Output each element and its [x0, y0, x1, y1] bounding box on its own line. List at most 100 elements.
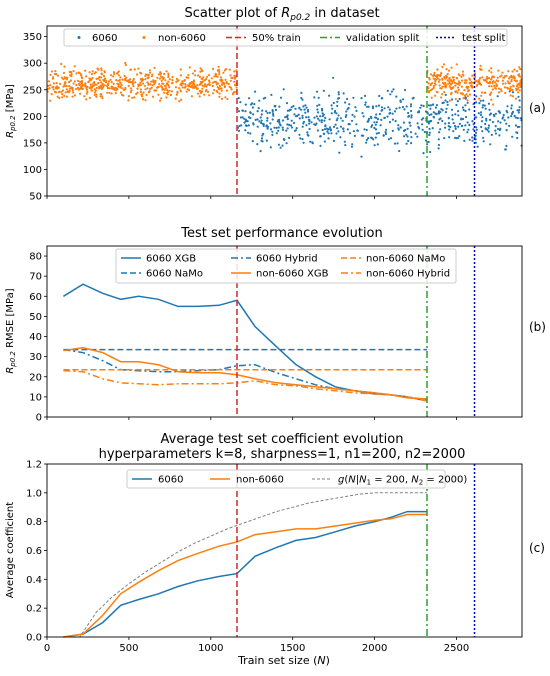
scatter-point [495, 83, 498, 86]
scatter-point [517, 111, 520, 114]
scatter-point [336, 117, 339, 120]
scatter-point [109, 78, 112, 81]
scatter-point [126, 79, 129, 82]
scatter-point [302, 122, 305, 125]
scatter-point [294, 107, 297, 110]
scatter-point [248, 97, 251, 100]
scatter-point [398, 106, 401, 109]
scatter-point [166, 91, 169, 94]
scatter-point [208, 94, 211, 97]
scatter-point [147, 82, 150, 85]
scatter-point [70, 75, 73, 78]
scatter-point [422, 117, 425, 120]
series-line [63, 510, 427, 638]
scatter-point [137, 67, 140, 70]
scatter-point [183, 86, 186, 89]
scatter-point [492, 75, 495, 79]
scatter-point [490, 98, 493, 101]
scatter-point [388, 108, 391, 111]
scatter-point [277, 129, 280, 132]
scatter-point [139, 90, 142, 94]
scatter-point [303, 108, 306, 111]
scatter-point [91, 76, 94, 79]
scatter-point [444, 93, 447, 96]
scatter-point [502, 116, 505, 119]
scatter-point [228, 68, 231, 71]
scatter-point [282, 88, 285, 91]
scatter-point [427, 104, 431, 107]
scatter-point [475, 101, 478, 104]
scatter-point [366, 120, 369, 123]
scatter-point [330, 112, 333, 115]
scatter-point [332, 101, 335, 105]
scatter-point [60, 62, 63, 66]
scatter-point [348, 132, 352, 135]
y-tick-label: 250 [23, 85, 42, 96]
scatter-point [141, 79, 144, 82]
scatter-point [64, 81, 67, 84]
scatter-point [101, 97, 104, 100]
scatter-point [365, 138, 368, 141]
scatter-point [437, 147, 440, 150]
scatter-point [136, 73, 139, 76]
scatter-point [266, 111, 269, 115]
scatter-point [391, 112, 394, 115]
scatter-point [336, 100, 339, 103]
scatter-point [203, 93, 206, 96]
scatter-point [363, 128, 366, 131]
scatter-point [83, 95, 86, 98]
scatter-point [114, 86, 117, 90]
scatter-point [377, 104, 380, 107]
scatter-point [483, 79, 486, 82]
scatter-point [52, 85, 55, 88]
panel-b: Test set performance evolution 0 10 20 30 40… [5, 226, 546, 424]
scatter-point [496, 127, 500, 131]
scatter-point [423, 130, 426, 134]
scatter-point [383, 107, 386, 110]
scatter-point [290, 106, 293, 109]
scatter-point [445, 68, 448, 71]
scatter-point [119, 86, 122, 89]
scatter-point [488, 69, 491, 72]
scatter-point [455, 103, 458, 107]
scatter-point [323, 119, 326, 122]
scatter-point [353, 134, 356, 137]
scatter-point [74, 87, 78, 91]
scatter-point [150, 75, 153, 78]
scatter-point [223, 85, 226, 88]
scatter-point [487, 76, 491, 80]
scatter-point [272, 112, 275, 116]
scatter-point [387, 106, 390, 109]
scatter-point [515, 131, 518, 134]
scatter-point [478, 78, 481, 82]
scatter-point [487, 102, 490, 105]
scatter-point [427, 89, 431, 93]
scatter-point [488, 118, 492, 121]
scatter-point [163, 72, 166, 76]
scatter-point [225, 89, 229, 92]
scatter-point [217, 88, 220, 91]
scatter-point [72, 82, 75, 85]
scatter-point [462, 108, 465, 112]
scatter-point [230, 88, 233, 91]
scatter-point [170, 90, 173, 93]
scatter-point [462, 97, 465, 100]
scatter-point [218, 84, 222, 87]
scatter-point [298, 117, 301, 120]
scatter-point [163, 88, 166, 91]
scatter-point [314, 123, 317, 127]
scatter-point [428, 78, 431, 81]
scatter-point [518, 106, 521, 109]
scatter-point [505, 144, 508, 148]
scatter-point [171, 75, 174, 79]
scatter-point [342, 127, 345, 130]
y-tick-label: 0.4 [26, 575, 42, 586]
scatter-point [501, 82, 505, 85]
scatter-point [54, 91, 58, 94]
scatter-point [65, 84, 68, 88]
scatter-point [91, 70, 94, 73]
scatter-point [417, 125, 420, 129]
scatter-point [98, 79, 102, 82]
scatter-point [119, 76, 122, 79]
scatter-point [279, 124, 282, 127]
